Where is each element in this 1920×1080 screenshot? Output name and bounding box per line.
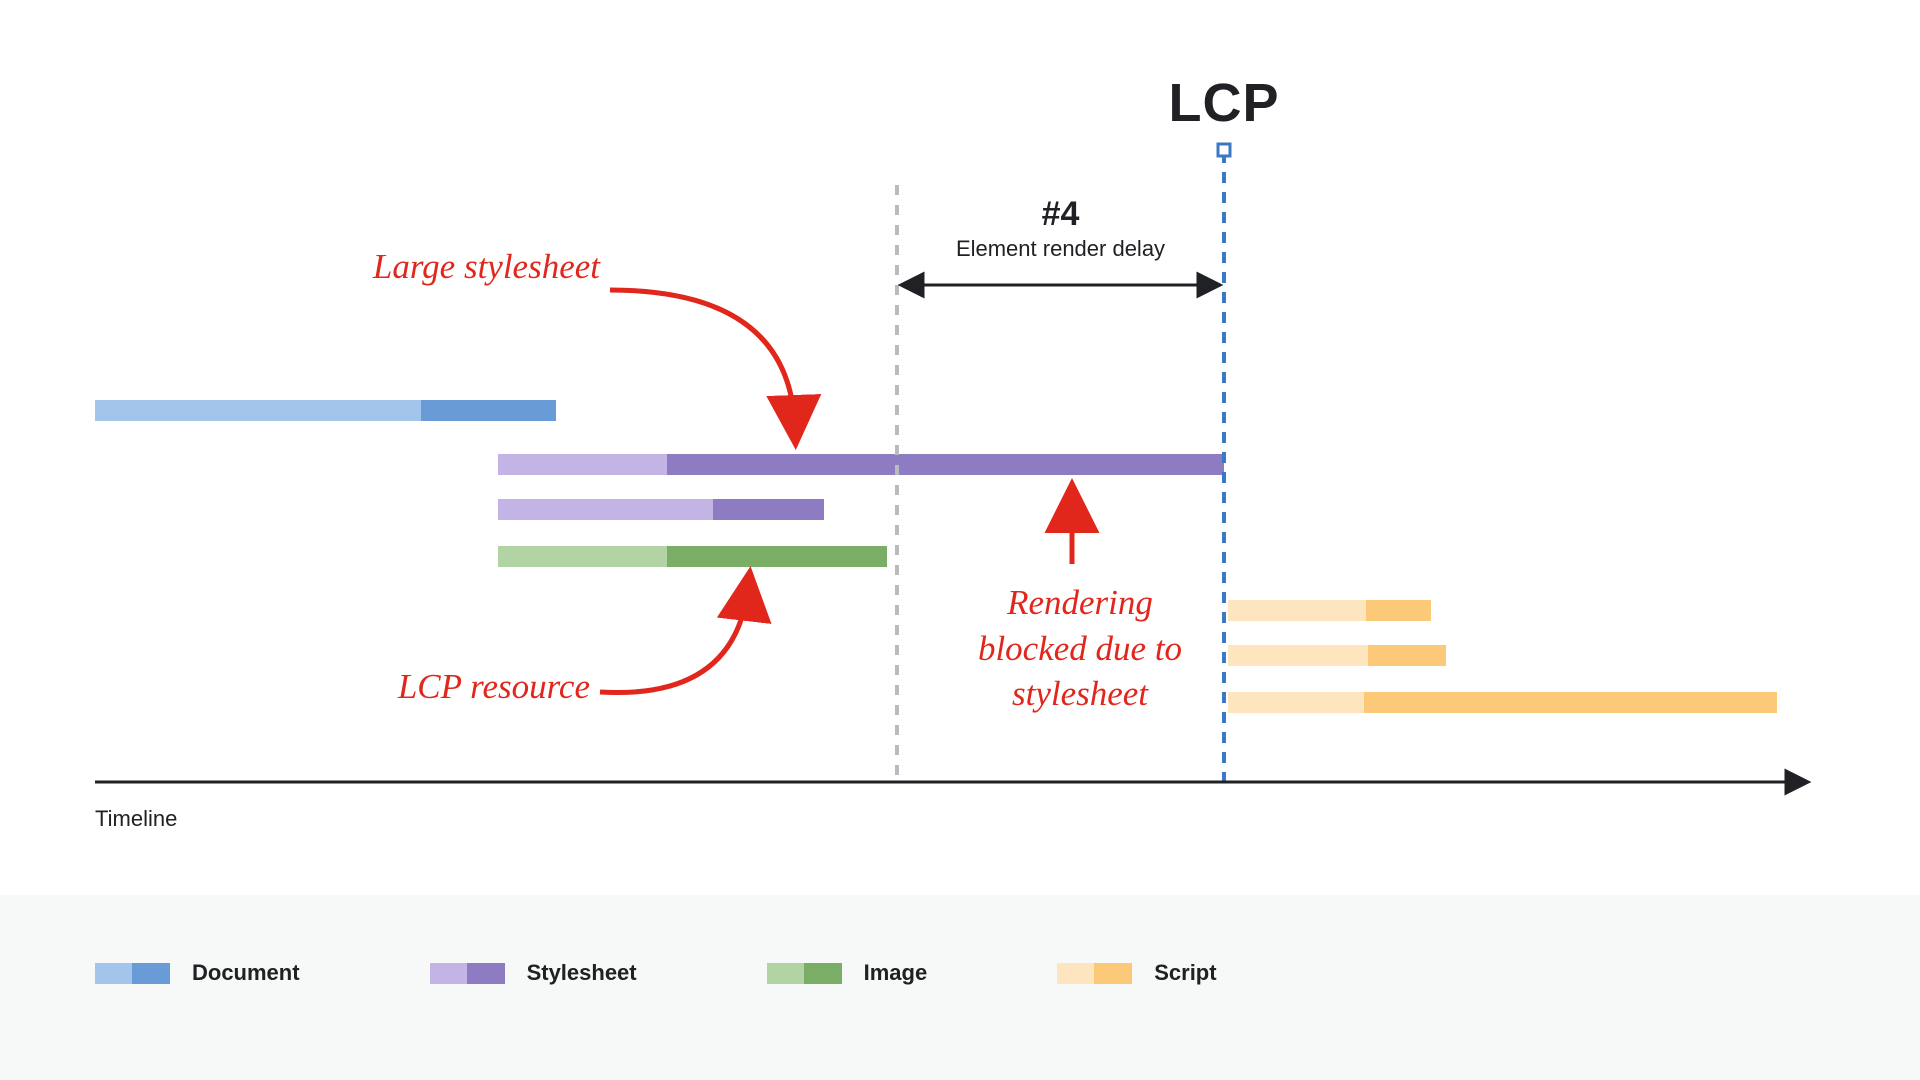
lcp-title: LCP <box>1124 72 1324 134</box>
lcp-marker-icon <box>1218 144 1230 156</box>
legend-item: Stylesheet <box>430 960 637 986</box>
bar-segment <box>1228 645 1368 666</box>
bar-segment <box>1366 600 1431 621</box>
waterfall-bar <box>1228 600 1431 621</box>
swatch-dark <box>804 963 842 984</box>
legend-item: Script <box>1057 960 1216 986</box>
annotation-text: Rendering blocked due to stylesheet <box>960 580 1200 717</box>
legend-panel <box>0 895 1920 1080</box>
section-header: #4Element render delay <box>897 195 1224 262</box>
swatch-light <box>1057 963 1094 984</box>
legend-item: Document <box>95 960 300 986</box>
bar-segment <box>1364 692 1777 713</box>
waterfall-bar <box>498 499 824 520</box>
bar-segment <box>667 546 887 567</box>
bar-segment <box>713 499 824 520</box>
legend-swatch <box>1057 963 1132 984</box>
legend-label: Document <box>192 960 300 986</box>
swatch-light <box>95 963 132 984</box>
bar-segment <box>498 454 667 475</box>
legend-row: Document Stylesheet Image Script <box>95 960 1217 986</box>
bar-segment <box>498 546 667 567</box>
bar-segment <box>1228 600 1366 621</box>
annotation-arrow <box>600 588 748 693</box>
legend-label: Image <box>864 960 928 986</box>
legend-swatch <box>95 963 170 984</box>
swatch-dark <box>1094 963 1132 984</box>
legend-label: Script <box>1154 960 1216 986</box>
bar-segment <box>667 454 1224 475</box>
bar-segment <box>1228 692 1364 713</box>
waterfall-bar <box>1228 645 1446 666</box>
axis-label: Timeline <box>95 806 177 832</box>
swatch-light <box>430 963 467 984</box>
waterfall-bar <box>95 400 556 421</box>
swatch-dark <box>132 963 170 984</box>
annotation-arrow <box>610 290 795 428</box>
waterfall-bar <box>498 454 1224 475</box>
swatch-dark <box>467 963 505 984</box>
legend-swatch <box>430 963 505 984</box>
annotation-text: LCP resource <box>360 665 590 709</box>
annotation-text: Large stylesheet <box>300 245 600 289</box>
bar-segment <box>95 400 421 421</box>
legend-item: Image <box>767 960 928 986</box>
legend-label: Stylesheet <box>527 960 637 986</box>
waterfall-bar <box>1228 692 1777 713</box>
bar-segment <box>1368 645 1446 666</box>
bar-segment <box>498 499 713 520</box>
waterfall-bar <box>498 546 887 567</box>
bar-segment <box>421 400 556 421</box>
swatch-light <box>767 963 804 984</box>
legend-swatch <box>767 963 842 984</box>
section-number: #4 <box>897 195 1224 234</box>
section-label: Element render delay <box>897 236 1224 262</box>
